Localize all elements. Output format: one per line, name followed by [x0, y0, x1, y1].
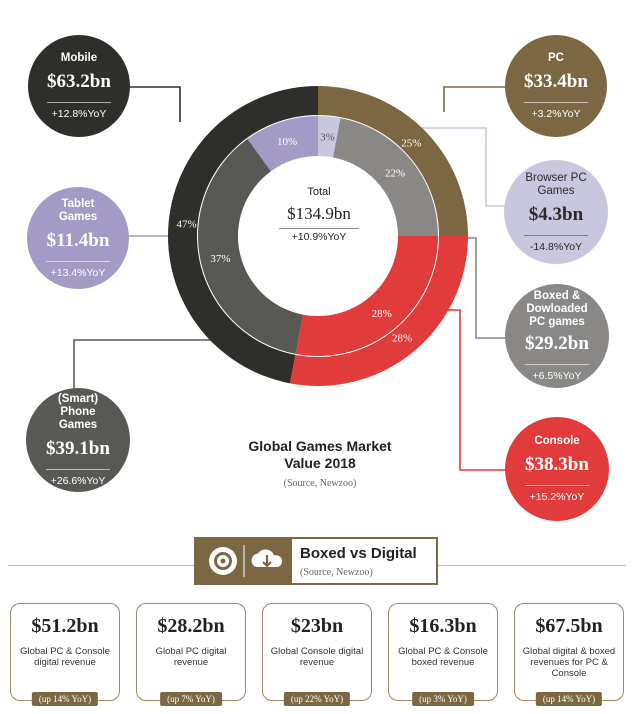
card-value: $28.2bn	[157, 615, 225, 637]
card-badge: (up 7% YoY)	[160, 692, 222, 706]
bubble-boxed-downloaded-pc-games: Boxed & Dowloaded PC games $29.2bn +6.5%…	[505, 284, 609, 388]
chart-title-block: Global Games Market Value 2018 (Source, …	[230, 438, 410, 489]
bubble-label: PC	[548, 52, 564, 64]
divider	[279, 228, 359, 229]
card-desc: Global PC & Console digital revenue	[20, 646, 110, 668]
stat-card: $16.3bn Global PC & Console boxed revenu…	[388, 603, 498, 706]
segment-pct-label: 47%	[176, 219, 196, 231]
bubble-mobile: Mobile $63.2bn +12.8%YoY	[28, 35, 130, 137]
ring-segment	[197, 138, 304, 354]
bubble-yoy: +12.8%YoY	[51, 108, 107, 120]
ring-labels: 25% 28% 47% 3% 22% 28% 37% 10%	[176, 131, 421, 344]
card-value: $67.5bn	[535, 615, 603, 637]
card-desc: Global PC & Console boxed revenue	[398, 646, 488, 668]
ring-segment	[167, 85, 318, 384]
ring-segment	[332, 118, 438, 236]
bubble-browser-pc-games: Browser PC Games $4.3bn -14.8%YoY	[504, 160, 608, 264]
cloud-download-icon	[251, 549, 283, 568]
stat-card: $67.5bn Global digital & boxed revenues …	[514, 603, 624, 706]
card-value: $16.3bn	[409, 615, 477, 637]
ring-segment	[295, 236, 438, 356]
boxed-vs-digital-header: Boxed vs Digital (Source, Newzoo)	[194, 537, 438, 585]
card-desc: Global digital & boxed revenues for PC &…	[522, 646, 616, 679]
card-badge: (up 3% YoY)	[412, 692, 474, 706]
bubble-label: Boxed & Dowloaded PC games	[526, 290, 588, 328]
bubble-value: $4.3bn	[528, 203, 584, 225]
ring-segment	[247, 116, 318, 172]
bubble-label: Mobile	[60, 52, 98, 64]
bubble-value: $33.4bn	[524, 71, 588, 92]
bubble-label: Console	[534, 435, 580, 447]
center-total: Total $134.9bn +10.9%YoY	[259, 186, 379, 243]
section-source: (Source, Newzoo)	[300, 567, 373, 578]
stat-card: $51.2bn Global PC & Console digital reve…	[10, 603, 120, 706]
inner-ring	[197, 116, 438, 356]
bubble-value: $29.2bn	[525, 333, 589, 354]
stat-card: $23bn Global Console digital revenue (up…	[262, 603, 372, 706]
bubble-label: (Smart) Phone Games	[57, 393, 99, 431]
bubble-value: $63.2bn	[47, 71, 111, 92]
stat-card: $28.2bn Global PC digital revenue (up 7%…	[136, 603, 246, 706]
total-label: Total	[307, 186, 331, 198]
bubble-label: Tablet Games	[58, 197, 98, 223]
divider	[523, 234, 589, 236]
chart-title: Global Games Market Value 2018	[248, 438, 392, 471]
bubble-yoy: +15.2%YoY	[529, 491, 585, 503]
card-badge: (up 14% YoY)	[31, 692, 99, 706]
bubble-pc: PC $33.4bn +3.2%YoY	[505, 35, 607, 137]
divider	[524, 102, 588, 103]
card-badge: (up 14% YoY)	[535, 692, 603, 706]
bubble-tablet-games: Tablet Games $11.4bn +13.4%YoY	[27, 187, 129, 289]
total-value: $134.9bn	[287, 204, 351, 223]
bubble-value: $38.3bn	[525, 454, 589, 475]
chart-source: (Source, Newzoo)	[283, 478, 357, 489]
card-badge: (up 22% YoY)	[283, 692, 351, 706]
bubble-yoy: +6.5%YoY	[532, 370, 582, 382]
section-divider-left	[8, 565, 198, 566]
bubble-value: $39.1bn	[46, 438, 110, 459]
header-icons	[196, 539, 292, 583]
card-value: $51.2bn	[31, 615, 99, 637]
divider	[45, 469, 111, 470]
segment-pct-label: 3%	[320, 131, 335, 143]
divider	[524, 485, 590, 486]
total-yoy: +10.9%YoY	[291, 231, 347, 243]
divider	[46, 260, 110, 262]
card-desc: Global Console digital revenue	[270, 646, 364, 668]
bubble-yoy: +26.6%YoY	[50, 475, 106, 487]
card-desc: Global PC digital revenue	[155, 646, 227, 668]
section-title: Boxed vs Digital	[300, 545, 417, 562]
segment-pct-label: 10%	[277, 136, 297, 148]
card-value: $23bn	[290, 615, 344, 637]
bubble-yoy: +3.2%YoY	[531, 108, 581, 120]
segment-pct-label: 22%	[385, 167, 405, 179]
ring-segment	[318, 116, 341, 158]
disc-icon	[209, 547, 237, 575]
divider	[47, 102, 111, 103]
segment-pct-label: 25%	[401, 138, 421, 150]
segment-pct-label: 28%	[372, 308, 392, 320]
donut-chart: 25% 28% 47% 3% 22% 28% 37% 10%	[73, 85, 513, 471]
divider	[524, 364, 590, 365]
bubble-yoy: -14.8%YoY	[529, 240, 583, 253]
section-divider-right	[438, 565, 626, 566]
segment-pct-label: 28%	[392, 333, 412, 345]
segment-pct-label: 37%	[210, 253, 230, 265]
bubble-label: Browser PC Games	[525, 171, 587, 197]
bubble-smart-phone-games: (Smart) Phone Games $39.1bn +26.6%YoY	[26, 388, 130, 492]
bubble-value: $11.4bn	[46, 229, 110, 251]
bubble-yoy: +13.4%YoY	[50, 266, 106, 279]
bubble-console: Console $38.3bn +15.2%YoY	[505, 417, 609, 521]
